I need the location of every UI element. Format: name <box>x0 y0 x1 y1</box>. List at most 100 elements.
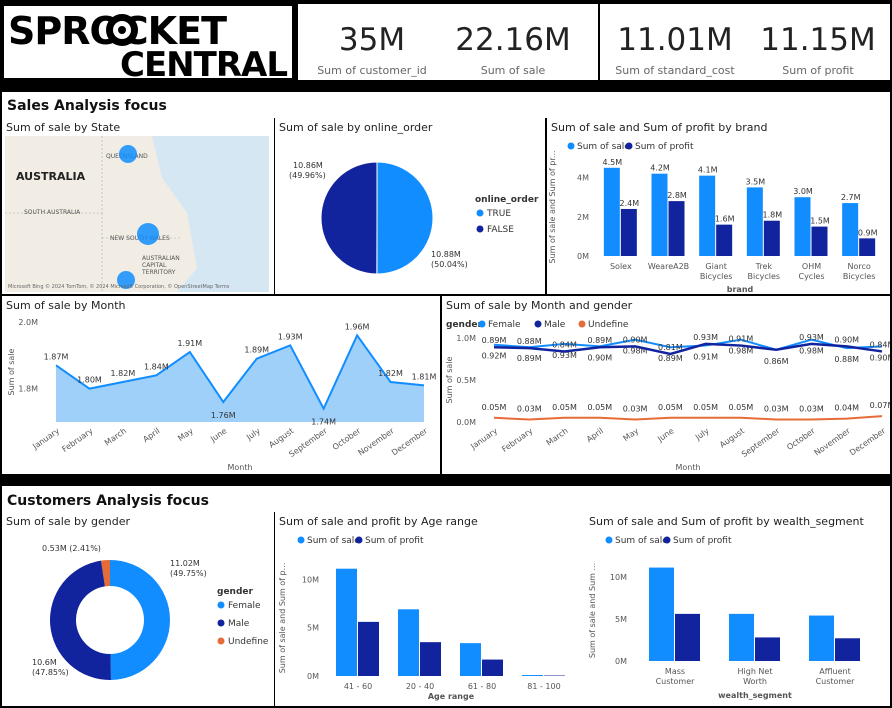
bar-label-sum-of-sale-trek-bicycles: 3.5M <box>746 177 766 186</box>
line-label-undefine-march: 0.05M <box>552 403 577 412</box>
brand-bar-visual[interactable]: Sum of sale and Sum of profit by brand S… <box>547 118 890 294</box>
online-order-pie-visual[interactable]: Sum of sale by online_order 10.86M (49.96… <box>275 118 545 294</box>
line-label-male-april: 0.89M <box>587 336 612 345</box>
map-bubble-nsw[interactable] <box>137 223 159 245</box>
pie-slice-false[interactable] <box>320 161 378 275</box>
gender-donut-visual[interactable]: Sum of sale by gender 0.53M (2.41%) 11.02… <box>2 512 274 706</box>
x-tick-november: November <box>813 426 853 458</box>
line-label-female-december: 0.90M <box>870 353 890 362</box>
line-label-undefine-june: 0.05M <box>658 403 683 412</box>
bar-sum-of-profit-high-net-worth[interactable] <box>755 637 780 661</box>
bar-sum-of-sale-solex[interactable] <box>603 167 620 256</box>
x-tick-mass-customer-2: Customer <box>656 677 696 686</box>
line-male <box>493 342 883 356</box>
map-label-act-3: TERRITORY <box>141 269 176 276</box>
map[interactable]: AUSTRALIA QUEENSLAND SOUTH AUSTRALIA NEW… <box>2 118 274 294</box>
x-tick-affluent-customer-1: Affluent <box>819 667 850 676</box>
month-gender-line-chart[interactable]: gender Female Male Undefine 1.0M 0.5M 0.0M 0.92… <box>442 296 890 474</box>
map-bubble-victoria[interactable] <box>117 271 135 289</box>
donut-legend-dot-male <box>217 619 225 627</box>
bar-sum-of-profit-solex[interactable] <box>620 208 637 256</box>
online-order-pie-chart[interactable]: 10.86M(49.96%) 10.88M(50.04%) online_order… <box>275 118 545 294</box>
donut-slice-male[interactable] <box>50 560 111 680</box>
bar-sum-of-profit-20-40[interactable] <box>420 642 441 676</box>
x-tick-june: June <box>208 426 228 444</box>
kpi-profit-label: Sum of profit <box>782 64 854 77</box>
pie-label-false-value: 10.86M <box>293 161 323 170</box>
bar-sum-of-profit-norco-bicycles[interactable] <box>859 238 876 256</box>
age-range-bar-title: Sum of sale and profit by Age range <box>279 515 478 528</box>
bar-label-sum-of-profit-trek-bicycles: 1.8M <box>763 211 783 220</box>
bar-sum-of-sale-20-40[interactable] <box>398 609 419 676</box>
area-label-march: 1.82M <box>111 369 136 378</box>
bar-sum-of-sale-trek-bicycles[interactable] <box>746 187 763 256</box>
pie-legend-dot-true <box>476 209 484 217</box>
bar-sum-of-sale-81-100[interactable] <box>522 675 543 676</box>
month-gender-line-visual[interactable]: Sum of sale by Month and gender gender Fe… <box>442 296 890 474</box>
x-tick-june: June <box>655 426 675 444</box>
line-label-undefine-october: 0.03M <box>799 404 824 413</box>
y-tick-1: 5M <box>307 624 319 633</box>
wealth-segment-bar-chart[interactable]: Sum of sale Sum of profit 0M 5M 10M Sum of sa… <box>585 512 890 706</box>
bar-sum-of-sale-wearea2b[interactable] <box>651 173 668 256</box>
bar-sum-of-sale-mass-customer[interactable] <box>649 567 674 661</box>
kpi-standard-cost-value: 11.01M <box>617 22 733 58</box>
donut-legend-label-undefine: Undefine <box>228 637 269 647</box>
legend-label-undefine: Undefine <box>588 320 629 330</box>
line-label-male-december: 0.84M <box>870 340 890 349</box>
area-label-august: 1.93M <box>278 332 303 341</box>
bar-sum-of-profit-41-60[interactable] <box>358 621 379 676</box>
month-area-visual[interactable]: Sum of sale by Month 1.87M January 1.80M Fe… <box>2 296 440 474</box>
month-area-title: Sum of sale by Month <box>6 299 126 312</box>
pie-legend-label-true: TRUE <box>486 209 511 219</box>
bar-sum-of-profit-giant-bicycles[interactable] <box>716 224 733 256</box>
age-range-bar-visual[interactable]: Sum of sale and profit by Age range Sum … <box>275 512 585 706</box>
line-label-male-february: 0.88M <box>517 337 542 346</box>
bar-sum-of-sale-61-80[interactable] <box>460 643 481 676</box>
bar-sum-of-sale-norco-bicycles[interactable] <box>842 203 859 256</box>
bar-sum-of-sale-41-60[interactable] <box>336 568 357 676</box>
y-tick-1: 2M <box>577 213 589 222</box>
bar-sum-of-profit-wearea2b[interactable] <box>668 201 685 256</box>
legend-dot-undefine <box>578 320 586 328</box>
x-axis-label: Age range <box>428 692 475 701</box>
bar-sum-of-sale-giant-bicycles[interactable] <box>699 175 716 256</box>
bar-sum-of-profit-affluent-customer[interactable] <box>835 638 860 661</box>
map-bubble-queensland[interactable] <box>119 145 137 163</box>
online-order-pie-title: Sum of sale by online_order <box>279 121 433 134</box>
pie-slice-true[interactable] <box>376 161 434 275</box>
bar-sum-of-profit-trek-bicycles[interactable] <box>763 220 780 256</box>
y-tick-0: 1.0M <box>456 334 476 343</box>
donut-slice-female[interactable] <box>110 560 170 680</box>
bar-sum-of-profit-61-80[interactable] <box>482 659 503 676</box>
pie-legend-dot-false <box>476 225 484 233</box>
gender-donut-chart[interactable]: 0.53M (2.41%) 11.02M(49.75%) 10.6M(47.85%)… <box>2 512 274 706</box>
wealth-segment-bar-visual[interactable]: Sum of sale and Sum of profit by wealth_… <box>585 512 890 706</box>
x-tick-july: July <box>244 426 262 442</box>
y-axis-label: Sum of sale and Sum ... <box>588 563 597 658</box>
bar-label-sum-of-profit-giant-bicycles: 1.6M <box>715 215 735 224</box>
legend-dot-sum-of-profit <box>663 536 671 544</box>
kpi-standard-cost-label: Sum of standard_cost <box>615 64 735 77</box>
bar-sum-of-sale-affluent-customer[interactable] <box>809 615 834 661</box>
customers-section-title: Customers Analysis focus <box>7 493 209 509</box>
donut-label-female-value: 11.02M <box>170 559 200 568</box>
donut-legend-dot-undefine <box>217 637 225 645</box>
map-visual[interactable]: Sum of sale by State AUSTRALIA QUEENSLAN… <box>2 118 274 294</box>
pie-label-true-pct: (50.04%) <box>431 260 468 269</box>
bar-sum-of-sale-ohm-cycles[interactable] <box>794 197 811 256</box>
logo: SPROCKET CENTRAL <box>2 4 294 80</box>
bar-sum-of-sale-high-net-worth[interactable] <box>729 613 754 661</box>
line-label-male-october: 0.93M <box>799 333 824 342</box>
donut-slice-undefine[interactable] <box>101 560 110 587</box>
bar-sum-of-profit-ohm-cycles[interactable] <box>811 226 828 256</box>
map-title: Sum of sale by State <box>6 121 121 134</box>
bar-sum-of-profit-mass-customer[interactable] <box>675 613 700 661</box>
line-label-undefine-november: 0.04M <box>834 404 859 413</box>
month-area-chart[interactable]: 1.87M January 1.80M February 1.82M March 1.84M… <box>2 296 440 474</box>
x-tick-april: April <box>585 426 605 444</box>
map-label-act-1: AUSTRALIAN <box>142 255 180 262</box>
x-tick-november: November <box>356 426 396 458</box>
